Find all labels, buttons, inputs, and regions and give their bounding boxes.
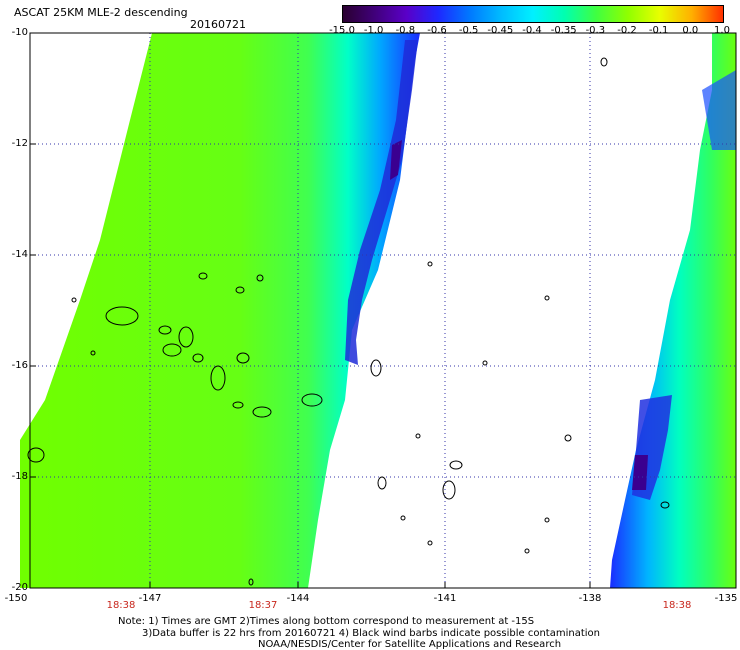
lat-label-12: -12 (11, 138, 28, 149)
map-date: 20160721 (190, 18, 246, 31)
lon-label-147: -147 (138, 593, 162, 604)
swath-right-core-dark (632, 455, 648, 490)
colorbar (342, 5, 724, 23)
map-frame (29, 32, 737, 589)
colorbar-label: 1.0 (714, 25, 730, 36)
colorbar-label: 0.0 (682, 25, 699, 36)
colorbar-labels: -15.0 -1.0 -0.8 -0.6 -0.5 -0.45 -0.4 -0.35 -0.3-… (329, 25, 734, 37)
time-label-2: 18:37 (248, 600, 278, 611)
colorbar-label: -15.0 (329, 25, 355, 36)
swath-left (20, 33, 420, 588)
lat-label-16: -16 (11, 360, 28, 371)
time-label-1: 18:38 (106, 600, 136, 611)
colorbar-label: -0.5 (458, 25, 479, 36)
lat-label-10: -10 (11, 27, 28, 38)
colorbar-label: -0.2 (617, 25, 637, 36)
colorbar-label: -0.3 (585, 25, 606, 36)
colorbar-label: -0.8 (395, 25, 416, 36)
colorbar-label: -1.0 (363, 25, 384, 36)
colorbar-label: -0.35 (550, 25, 577, 36)
swath-left-edge (345, 40, 418, 365)
colorbar-label: -0.4 (522, 25, 542, 36)
swath-left-core (390, 140, 402, 180)
grid-lines (30, 33, 736, 588)
frame-ticks (30, 32, 591, 588)
colorbar-label: -0.6 (427, 25, 447, 36)
time-label-3: 18:38 (662, 600, 692, 611)
lon-label-144: -144 (286, 593, 310, 604)
note-line-2: 3)Data buffer is 22 hrs from 20160721 4)… (142, 628, 600, 639)
lat-label-20: -20 (11, 582, 28, 593)
colorbar-label: -0.1 (648, 25, 669, 36)
lat-label-18: -18 (11, 471, 28, 482)
map-title: ASCAT 25KM MLE-2 descending (14, 6, 188, 19)
lon-label-138: -138 (578, 593, 602, 604)
lat-label-14: -14 (11, 249, 28, 260)
note-line-3: NOAA/NESDIS/Center for Satellite Applica… (258, 639, 562, 650)
lon-label-135: -135 (714, 593, 738, 604)
swath-right-top-blue (702, 70, 736, 150)
island-outlines (27, 57, 670, 586)
colorbar-label: -0.45 (487, 25, 514, 36)
note-line-1: Note: 1) Times are GMT 2)Times along bot… (118, 616, 535, 627)
lon-label-150: -150 (4, 593, 28, 604)
lon-label-141: -141 (433, 593, 457, 604)
